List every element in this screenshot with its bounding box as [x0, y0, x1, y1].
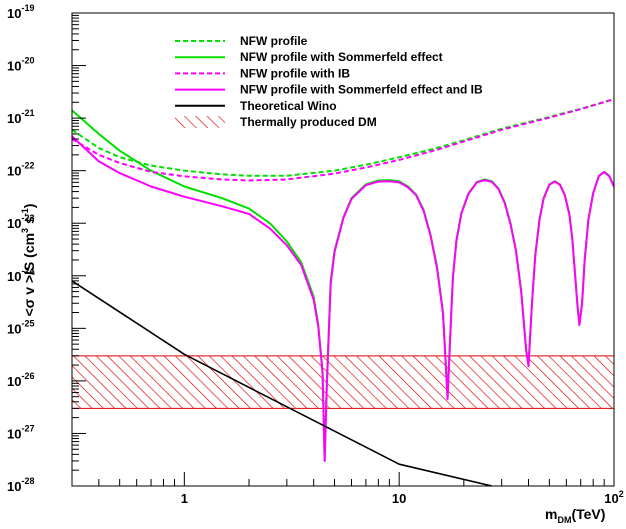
x-tick-label-base: 1: [181, 491, 188, 506]
x-axis-tick-labels: 1 10 102: [181, 489, 624, 506]
y-tick-label-exp: -26: [21, 371, 34, 381]
y-tick-label-base: 10: [7, 269, 21, 284]
legend: NFW profile NFW profile with Sommerfeld e…: [175, 34, 483, 129]
y-tick-label-base: 10: [7, 426, 21, 441]
y-tick-label-exp: -28: [21, 476, 34, 486]
legend-label-4: Theoretical Wino: [240, 99, 337, 113]
y-tick-label-exp: -19: [21, 3, 34, 13]
y-tick-label-base: 10: [7, 216, 21, 231]
y-tick-label-exp: -21: [21, 108, 34, 118]
y-tick-label: 10-27: [7, 423, 34, 441]
y-tick-label: 10-22: [7, 161, 34, 179]
y-tick-label-base: 10: [7, 59, 21, 74]
legend-label-5: Thermally produced DM: [240, 115, 377, 129]
y-tick-label: 10-24: [7, 266, 34, 284]
x-axis-label-main: m: [545, 506, 557, 522]
y-tick-label-base: 10: [7, 6, 21, 21]
y-axis-ticks: [72, 14, 86, 487]
legend-swatch-hatch: [175, 116, 225, 128]
series-line-3: [72, 135, 614, 462]
series-line-4: [72, 280, 493, 486]
y-tick-label-exp: -27: [21, 423, 34, 433]
y-tick-label: 10-26: [7, 371, 34, 389]
x-tick-label-exp: 2: [619, 489, 624, 499]
y-tick-label-base: 10: [7, 111, 21, 126]
x-tick-label: 1: [181, 491, 188, 506]
bands-layer: [72, 355, 614, 409]
y-tick-label-exp: -23: [21, 213, 34, 223]
legend-label-0: NFW profile: [240, 34, 308, 48]
x-axis-label-sub: DM: [557, 515, 571, 525]
y-tick-label-base: 10: [7, 374, 21, 389]
y-tick-label-base: 10: [7, 321, 21, 336]
curves-layer: [72, 98, 614, 486]
x-axis-ticks: [71, 472, 615, 486]
plot-frame: [71, 12, 615, 487]
y-axis-label: <σ v >/S (cm3 s-1): [20, 204, 37, 317]
x-tick-label: 102: [604, 489, 623, 506]
y-tick-label-exp: -20: [21, 56, 34, 66]
y-tick-label-exp: -24: [21, 266, 34, 276]
band-thermal-dm: [72, 355, 614, 409]
y-axis-label-sup1: 3: [20, 228, 30, 233]
y-axis-tick-labels: 10-2810-2710-2610-2510-2410-2310-2210-21…: [7, 3, 34, 494]
y-tick-label: 10-25: [7, 318, 34, 336]
legend-label-1: NFW profile with Sommerfeld effect: [240, 50, 443, 64]
y-axis-label-main: <σ v >/S (cm: [21, 233, 37, 317]
series-line-2: [72, 98, 614, 182]
y-tick-label-exp: -25: [21, 318, 34, 328]
legend-label-2: NFW profile with IB: [240, 66, 350, 80]
y-tick-label: 10-23: [7, 213, 34, 231]
x-tick-label-base: 10: [604, 491, 618, 506]
x-tick-label: 10: [392, 491, 406, 506]
legend-label-3: NFW profile with Sommerfeld effect and I…: [240, 83, 483, 97]
y-tick-label-base: 10: [7, 479, 21, 494]
x-axis-label: mDM(TeV): [545, 506, 605, 525]
y-tick-label: 10-19: [7, 3, 34, 21]
y-tick-label: 10-20: [7, 56, 34, 74]
x-axis-label-unit: (TeV): [571, 506, 605, 522]
y-tick-label: 10-21: [7, 108, 34, 126]
y-axis-label-mid: s: [21, 216, 37, 228]
y-tick-label-base: 10: [7, 164, 21, 179]
y-axis-label-end: ): [21, 204, 37, 209]
y-tick-label: 10-28: [7, 476, 34, 494]
x-tick-label-base: 10: [392, 491, 406, 506]
y-tick-label-exp: -22: [21, 161, 34, 171]
y-axis-label-sup2: -1: [20, 208, 30, 216]
